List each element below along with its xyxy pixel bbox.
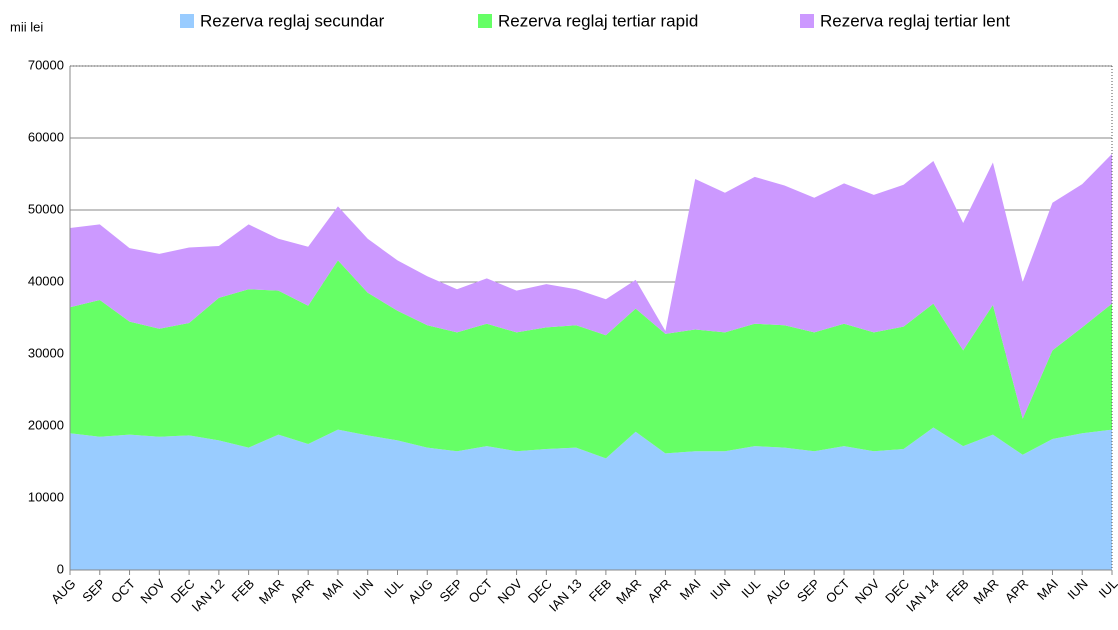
x-tick-label: AUG [763,576,794,607]
legend-swatch [800,14,814,28]
y-tick-label: 40000 [28,273,64,288]
x-tick-label: NOV [495,576,526,607]
x-tick-label: IAN 13 [546,576,585,615]
x-tick-label: MAR [613,576,644,607]
area [70,260,1112,459]
x-tick-label: MAI [1034,576,1061,603]
y-tick-label: 60000 [28,129,64,144]
y-tick-label: 70000 [28,57,64,72]
area [70,427,1112,570]
y-tick-label: 0 [57,561,64,576]
y-tick-label: 30000 [28,345,64,360]
x-tick-label: AUG [48,576,79,607]
y-tick-label: 50000 [28,201,64,216]
legend-label: Rezerva reglaj tertiar lent [820,11,1010,30]
x-tick-label: SEP [794,576,823,605]
y-tick-label: 10000 [28,489,64,504]
x-tick-label: AUG [405,576,436,607]
y-tick-label: 20000 [28,417,64,432]
x-tick-label: MAI [320,576,347,603]
x-tick-label: FEB [586,576,614,604]
x-tick-label: IUN [707,576,733,602]
x-tick-label: APR [644,576,674,606]
x-tick-label: SEP [437,576,466,605]
legend-label: Rezerva reglaj tertiar rapid [498,11,698,30]
x-tick-label: FEB [229,576,257,604]
x-tick-label: IUN [350,576,376,602]
x-tick-label: NOV [137,576,168,607]
legend-swatch [478,14,492,28]
x-tick-label: FEB [943,576,971,604]
x-tick-label: APR [1002,576,1032,606]
x-tick-label: NOV [852,576,883,607]
x-tick-label: IUN [1064,576,1090,602]
x-tick-label: OCT [108,576,138,606]
x-tick-label: SEP [79,576,108,605]
x-tick-label: MAR [256,576,287,607]
x-tick-label: IUL [1096,576,1118,601]
x-tick-label: OCT [465,576,495,606]
y-axis-title: mii lei [10,19,43,34]
x-tick-label: IUL [738,576,763,601]
x-tick-label: MAR [970,576,1001,607]
x-tick-label: APR [287,576,317,606]
x-tick-label: IAN 14 [903,576,942,615]
x-tick-label: IAN 12 [189,576,228,615]
legend-swatch [180,14,194,28]
x-tick-label: OCT [823,576,853,606]
area [70,153,1112,419]
x-tick-label: MAI [677,576,704,603]
legend-label: Rezerva reglaj secundar [200,11,385,30]
x-tick-label: IUL [381,576,406,601]
